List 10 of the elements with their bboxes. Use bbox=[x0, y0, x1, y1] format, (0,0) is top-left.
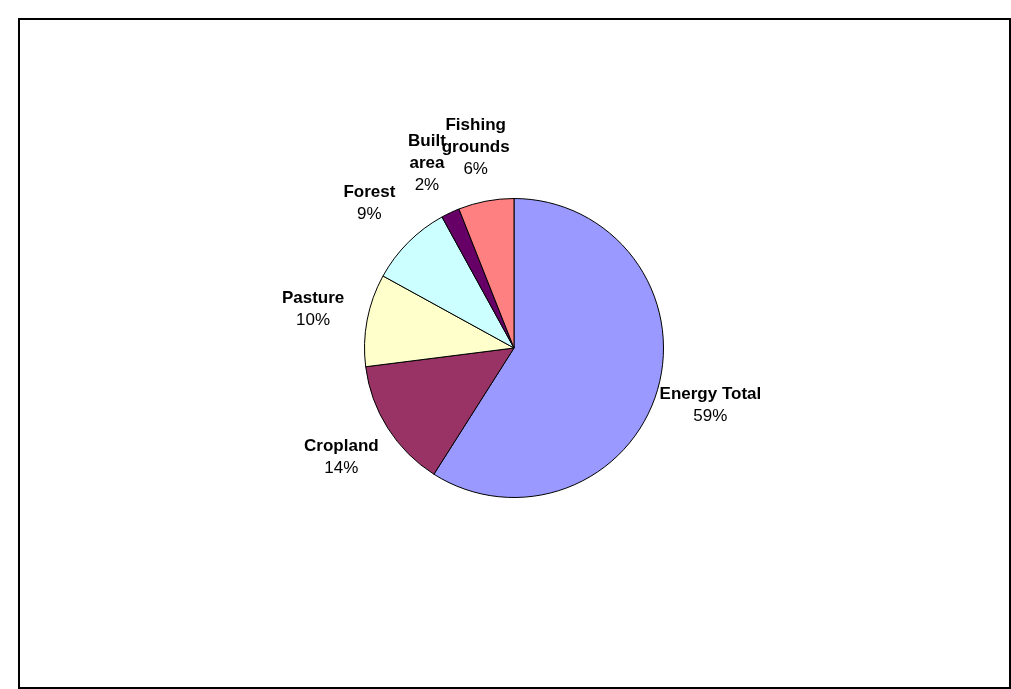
slice-label: Cropland bbox=[304, 436, 379, 456]
data-label: 59% bbox=[693, 405, 728, 425]
data-label: 2% bbox=[414, 174, 440, 194]
data-label: 6% bbox=[463, 158, 488, 178]
slice-label: Pasture bbox=[281, 288, 345, 308]
data-label: 10% bbox=[296, 310, 331, 330]
data-label: 9% bbox=[357, 204, 382, 224]
data-label: 14% bbox=[324, 458, 359, 478]
slice-label: Forest bbox=[343, 182, 396, 202]
slice-label: Energy Total bbox=[659, 383, 762, 403]
